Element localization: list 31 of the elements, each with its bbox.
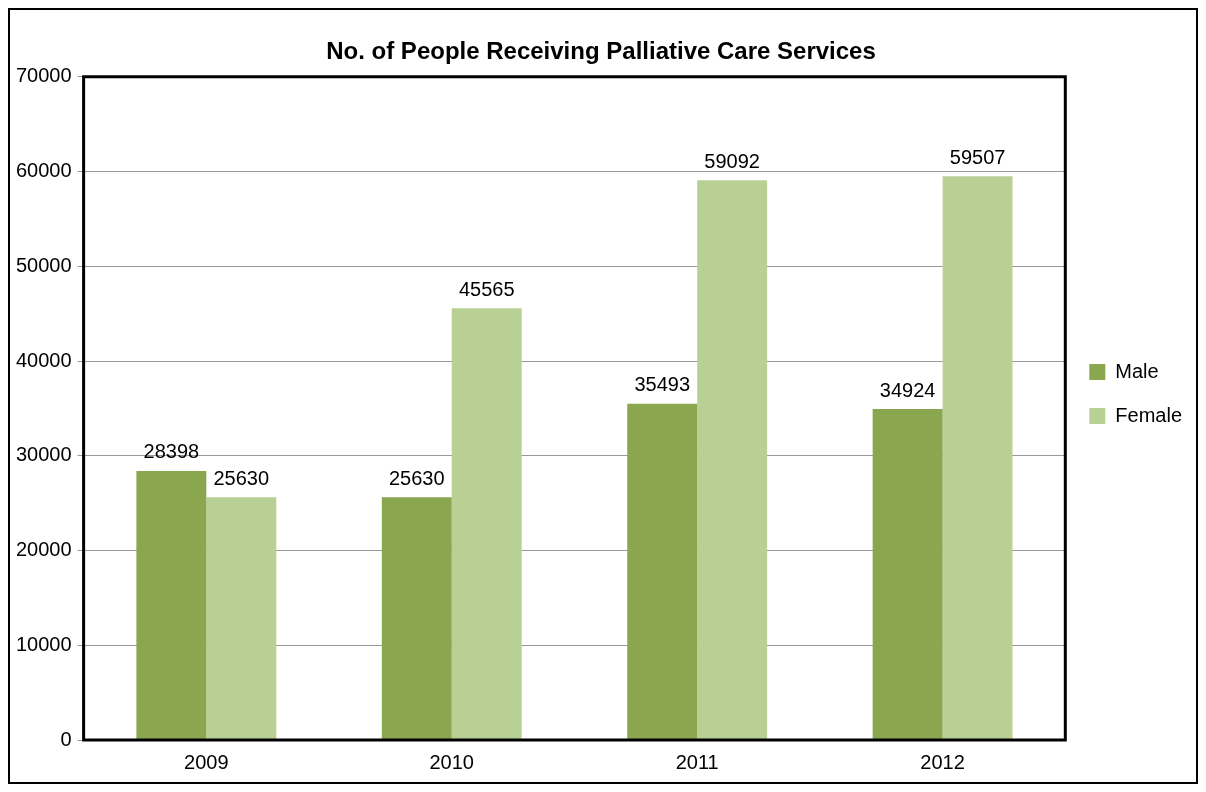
- data-label: 28398: [143, 440, 200, 463]
- bar: [381, 497, 452, 740]
- bar: [942, 176, 1013, 740]
- legend-label: Female: [1115, 403, 1183, 426]
- data-label: 25630: [213, 466, 270, 489]
- y-tick-label: 20000: [15, 538, 72, 561]
- x-tick-label: 2011: [675, 750, 719, 773]
- y-tick-label: 40000: [15, 348, 72, 371]
- x-tick-label: 2010: [429, 750, 474, 773]
- data-label: 34924: [879, 378, 936, 401]
- y-tick-label: 70000: [15, 64, 72, 87]
- y-tick-label: 0: [60, 727, 72, 750]
- y-tick-label: 60000: [15, 159, 72, 182]
- y-tick-label: 10000: [15, 632, 72, 655]
- bar: [627, 403, 698, 740]
- legend-label: Male: [1115, 359, 1159, 382]
- bar: [206, 497, 277, 740]
- x-tick-label: 2012: [920, 750, 965, 773]
- bar: [136, 470, 207, 740]
- data-label: 59507: [949, 145, 1006, 168]
- bar: [451, 308, 522, 740]
- y-tick-label: 30000: [15, 443, 72, 466]
- y-tick-label: 50000: [15, 253, 72, 276]
- x-tick-label: 2009: [184, 750, 229, 773]
- chart-title: No. of People Receiving Palliative Care Services: [326, 37, 876, 65]
- data-label: 59092: [704, 149, 760, 172]
- bar: [872, 409, 943, 740]
- data-label: 35493: [634, 373, 691, 396]
- bar: [697, 180, 768, 740]
- data-label: 25630: [388, 466, 445, 489]
- data-label: 45565: [458, 277, 515, 300]
